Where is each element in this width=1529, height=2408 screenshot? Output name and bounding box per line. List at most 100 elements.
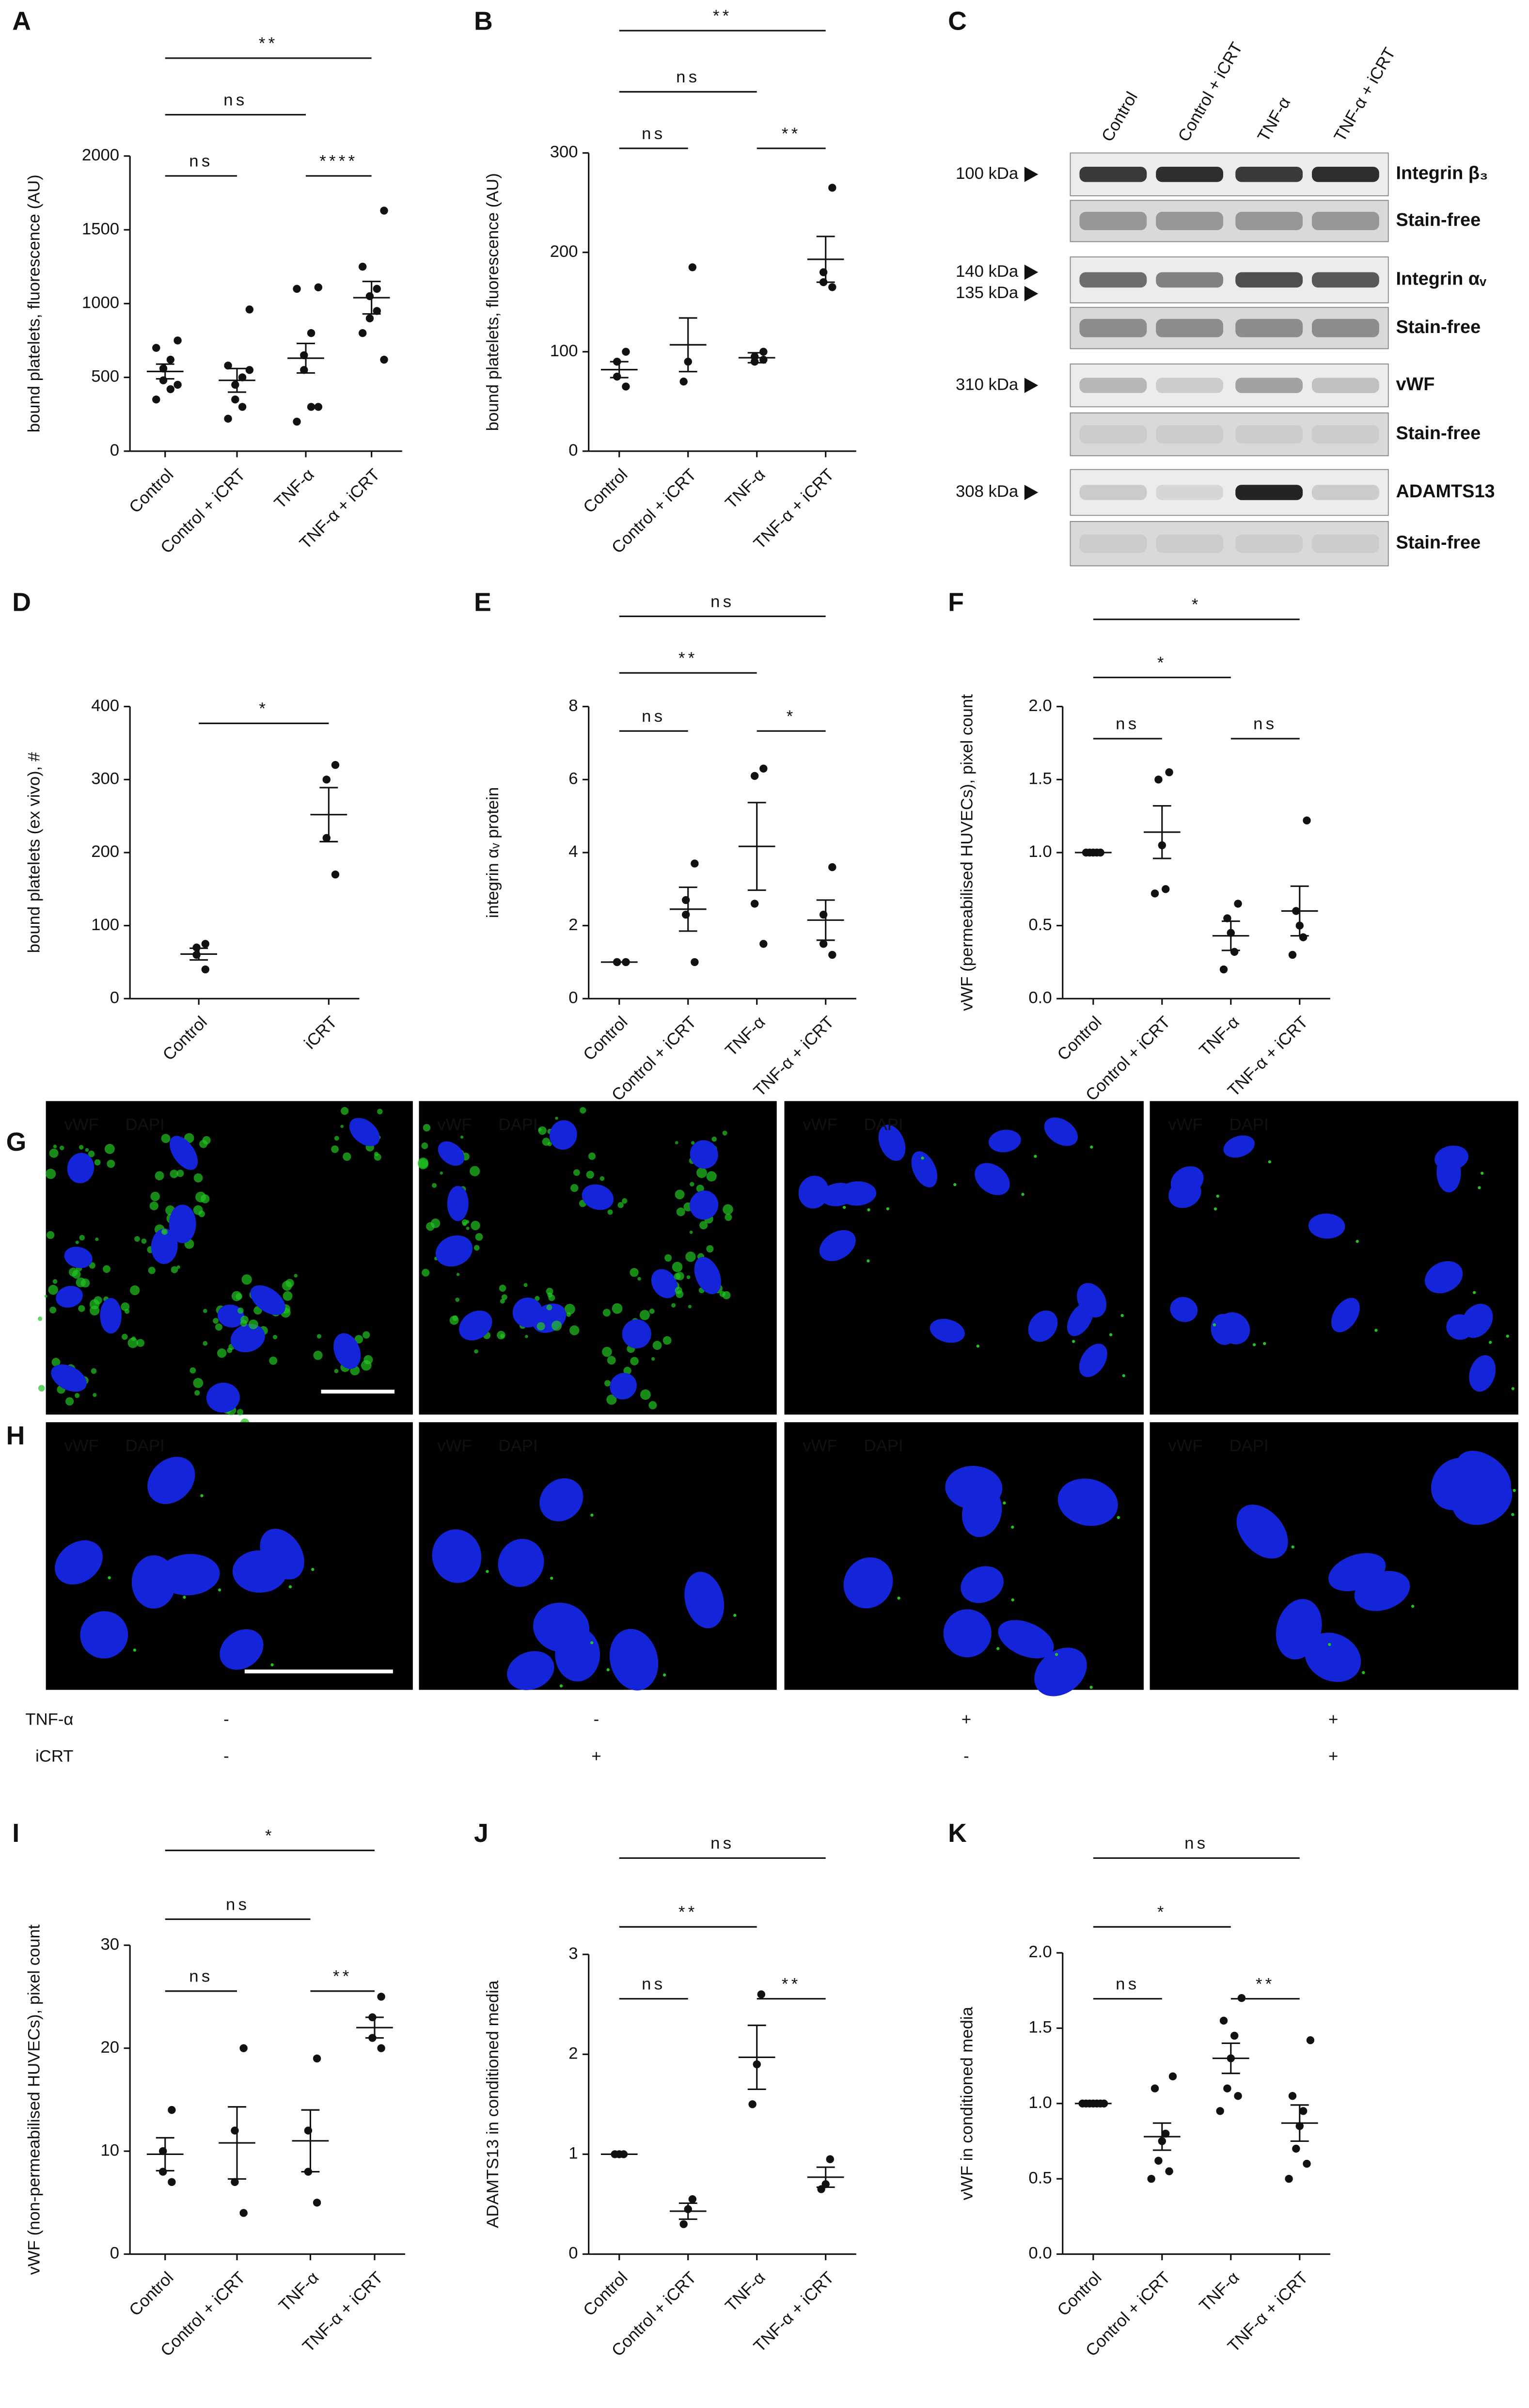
- data-point: [759, 764, 768, 773]
- vwf-speck: [1481, 1172, 1484, 1175]
- data-point: [750, 900, 759, 908]
- data-point: [750, 772, 759, 780]
- data-point: [1147, 2174, 1155, 2183]
- vwf-speck: [706, 1171, 717, 1182]
- significance-label: ns: [642, 125, 665, 143]
- significance-label: ****: [319, 152, 358, 171]
- stain-label: DAPI: [864, 1115, 903, 1134]
- vwf-speck: [691, 1141, 695, 1145]
- nucleus: [961, 1566, 1004, 1603]
- vwf-speck: [622, 1198, 628, 1204]
- vwf-speck: [696, 1185, 704, 1192]
- vwf-speck: [313, 1350, 323, 1360]
- nucleus: [684, 1571, 725, 1629]
- blot-band: [1311, 485, 1379, 500]
- nucleus: [582, 1184, 614, 1210]
- data-point: [1285, 2174, 1293, 2183]
- data-point: [1219, 2016, 1228, 2025]
- vwf-speck: [606, 1394, 617, 1405]
- vwf-speck: [1089, 1685, 1093, 1689]
- nucleus: [80, 1611, 128, 1659]
- nucleus: [333, 1333, 361, 1369]
- vwf-speck: [1374, 1329, 1378, 1332]
- nucleus: [651, 1269, 678, 1299]
- vwf-speck: [51, 1358, 61, 1367]
- blot-band: [1079, 534, 1147, 553]
- panel-label: E: [474, 587, 491, 617]
- vwf-speck: [604, 1380, 611, 1387]
- vwf-speck: [602, 1347, 612, 1357]
- y-tick-label: 1.5: [1028, 2018, 1052, 2037]
- vwf-speck: [95, 1237, 99, 1241]
- data-point: [826, 2155, 834, 2163]
- y-tick-label: 1.5: [1028, 770, 1052, 788]
- vwf-speck: [921, 1156, 924, 1160]
- vwf-speck: [104, 1143, 115, 1154]
- treatment-name: TNF-α: [25, 1711, 73, 1729]
- vwf-speck: [1214, 1207, 1217, 1211]
- vwf-speck: [231, 1291, 242, 1301]
- vwf-speck: [555, 1116, 558, 1120]
- vwf-speck: [161, 1228, 168, 1235]
- significance-label: ns: [1253, 715, 1277, 733]
- blot-band: [1156, 318, 1223, 337]
- significance-label: **: [678, 649, 698, 667]
- vwf-speck: [675, 1189, 685, 1200]
- panel-label: G: [6, 1127, 27, 1156]
- nucleus: [694, 1257, 721, 1295]
- data-point: [239, 2209, 248, 2217]
- vwf-speck: [213, 1318, 219, 1324]
- data-point: [224, 362, 232, 370]
- nucleus: [609, 1629, 659, 1691]
- vwf-speck: [606, 1668, 610, 1672]
- vwf-speck: [1003, 1501, 1006, 1505]
- y-tick-label: 0: [110, 988, 119, 1007]
- x-tick-label: Control: [1054, 1013, 1105, 1064]
- vwf-speck: [311, 1568, 315, 1571]
- vwf-speck: [552, 1320, 562, 1331]
- vwf-speck: [1478, 1186, 1481, 1189]
- stain-label: DAPI: [126, 1437, 165, 1455]
- blot-band: [1235, 318, 1303, 337]
- vwf-speck: [155, 1171, 164, 1181]
- nucleus: [1331, 1298, 1360, 1332]
- vwf-speck: [996, 1647, 1000, 1650]
- data-point: [293, 417, 301, 426]
- panel-label: C: [948, 7, 967, 36]
- significance-label: **: [678, 1903, 698, 1921]
- vwf-speck: [475, 1233, 483, 1241]
- treatment-sign: +: [1328, 1711, 1338, 1729]
- data-point: [1288, 951, 1297, 959]
- y-tick-label: 30: [100, 1935, 119, 1953]
- y-tick-label: 100: [91, 916, 119, 934]
- vwf-speck: [422, 1268, 430, 1277]
- data-point: [759, 940, 768, 948]
- nucleus: [1436, 1152, 1461, 1193]
- vwf-speck: [569, 1325, 580, 1335]
- treatment-sign: -: [223, 1711, 229, 1729]
- data-point: [152, 396, 160, 404]
- treatment-name: iCRT: [35, 1747, 73, 1765]
- vwf-speck: [176, 1265, 180, 1269]
- vwf-speck: [1090, 1145, 1093, 1149]
- vwf-speck: [127, 1337, 138, 1348]
- x-tick-label: TNF-α: [1196, 1013, 1243, 1060]
- kda-arrow: [1024, 378, 1039, 393]
- vwf-speck: [45, 1169, 56, 1179]
- nucleus: [151, 1228, 178, 1264]
- vwf-speck: [676, 1207, 685, 1217]
- blot-band: [1079, 425, 1147, 444]
- blot-band: [1079, 378, 1147, 393]
- vwf-speck: [203, 1341, 208, 1346]
- nucleus: [1170, 1297, 1198, 1322]
- y-tick-label: 0: [568, 441, 578, 459]
- significance-label: ns: [642, 1975, 665, 1993]
- vwf-speck: [867, 1208, 870, 1212]
- panel-label: F: [948, 587, 964, 617]
- vwf-speck: [1120, 1314, 1124, 1317]
- blot-band: [1311, 166, 1379, 182]
- vwf-speck: [236, 1409, 244, 1416]
- nucleus: [622, 1319, 651, 1349]
- vwf-speck: [486, 1569, 489, 1573]
